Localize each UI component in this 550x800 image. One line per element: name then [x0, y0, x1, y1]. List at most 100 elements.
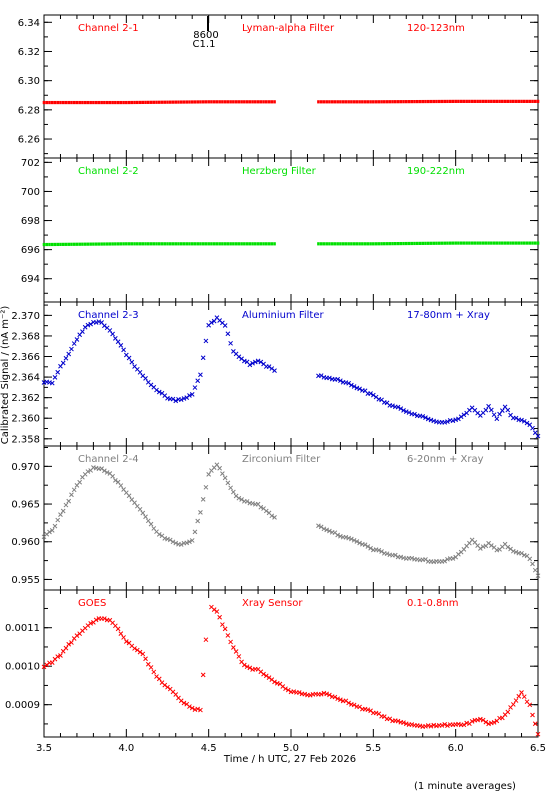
- data-point: [151, 669, 157, 675]
- data-point: [67, 242, 70, 246]
- data-point: [517, 241, 521, 245]
- data-point: [86, 242, 90, 246]
- data-point: [214, 462, 220, 468]
- data-point: [521, 552, 527, 558]
- data-point: [157, 100, 161, 104]
- data-point: [392, 552, 398, 558]
- data-point: [510, 702, 516, 707]
- data-point: [351, 537, 357, 543]
- data-point: [244, 664, 250, 670]
- x-tick-label: 5.5: [365, 743, 381, 754]
- data-point: [244, 499, 250, 504]
- data-point: [403, 721, 409, 727]
- data-point: [384, 551, 390, 557]
- data-point: [396, 100, 400, 104]
- data-point: [146, 100, 150, 104]
- data-point: [60, 508, 66, 514]
- data-point: [178, 542, 184, 547]
- data-point: [415, 241, 419, 246]
- data-point: [203, 484, 209, 490]
- data-point: [146, 242, 150, 246]
- data-point: [199, 242, 202, 246]
- data-point: [423, 415, 428, 420]
- data-point: [513, 698, 519, 703]
- data-point: [211, 318, 217, 324]
- data-point: [437, 99, 441, 104]
- data-point: [307, 692, 313, 698]
- data-point: [240, 242, 243, 246]
- data-point: [269, 513, 275, 519]
- data-point: [372, 242, 375, 246]
- data-point: [234, 242, 238, 246]
- y-axis-label: Calibrated Signal / (nA m⁻²): [0, 306, 11, 445]
- data-point: [373, 710, 379, 716]
- data-point: [226, 100, 230, 104]
- data-point: [160, 100, 164, 104]
- data-point: [119, 242, 123, 246]
- data-point: [200, 355, 206, 361]
- data-point: [445, 723, 450, 729]
- data-point: [218, 242, 221, 246]
- data-point: [236, 495, 242, 501]
- data-point: [165, 536, 170, 542]
- panel-5-frame: [43, 589, 539, 738]
- data-point: [189, 392, 195, 397]
- data-point: [420, 413, 426, 419]
- data-point: [429, 241, 433, 245]
- data-point: [283, 686, 288, 692]
- y-tick-label: 6.26: [18, 135, 40, 146]
- data-point: [256, 100, 260, 104]
- data-point: [215, 242, 219, 246]
- data-point: [333, 100, 337, 104]
- data-point: [89, 242, 92, 246]
- data-point: [341, 242, 345, 246]
- data-point: [461, 412, 467, 418]
- data-point: [465, 99, 468, 103]
- data-point: [144, 242, 147, 246]
- x-tick-label: 3.5: [36, 743, 52, 754]
- data-point: [81, 242, 84, 246]
- data-point: [59, 242, 62, 246]
- data-point: [401, 408, 406, 413]
- panel-3-label-3: 17-80nm + Xray: [407, 310, 490, 321]
- data-point: [448, 99, 452, 104]
- data-point: [42, 100, 46, 105]
- data-point: [338, 533, 343, 539]
- data-point: [431, 418, 437, 424]
- y-tick-label: 2.358: [11, 434, 40, 445]
- y-tick-label: 2.360: [11, 414, 40, 425]
- data-point: [72, 100, 76, 105]
- data-point: [149, 100, 153, 104]
- data-point: [424, 99, 427, 104]
- data-point: [432, 99, 436, 104]
- data-point: [144, 100, 147, 104]
- data-point: [85, 469, 91, 474]
- data-point: [163, 242, 167, 246]
- data-point: [254, 100, 257, 104]
- data-point: [116, 242, 120, 246]
- x-tick-label: 6.0: [448, 743, 464, 754]
- panel-5-label-1: GOES: [78, 598, 106, 609]
- data-point: [232, 242, 235, 246]
- data-point: [49, 528, 55, 533]
- data-point: [248, 100, 252, 104]
- data-point: [171, 242, 175, 246]
- data-point: [395, 718, 401, 724]
- data-point: [407, 100, 411, 104]
- data-point: [50, 242, 54, 247]
- panel-3-label-1: Channel 2-3: [78, 310, 139, 321]
- data-point: [64, 100, 68, 105]
- data-point: [424, 241, 427, 245]
- data-point: [535, 731, 541, 737]
- data-point: [347, 100, 350, 104]
- data-point: [245, 100, 249, 104]
- data-point: [418, 241, 422, 246]
- data-point: [498, 241, 501, 245]
- data-point: [94, 242, 98, 246]
- data-point: [118, 343, 124, 348]
- data-point: [328, 100, 331, 104]
- data-point: [108, 100, 112, 105]
- data-point: [102, 616, 107, 621]
- data-point: [204, 242, 208, 246]
- data-point: [501, 241, 504, 245]
